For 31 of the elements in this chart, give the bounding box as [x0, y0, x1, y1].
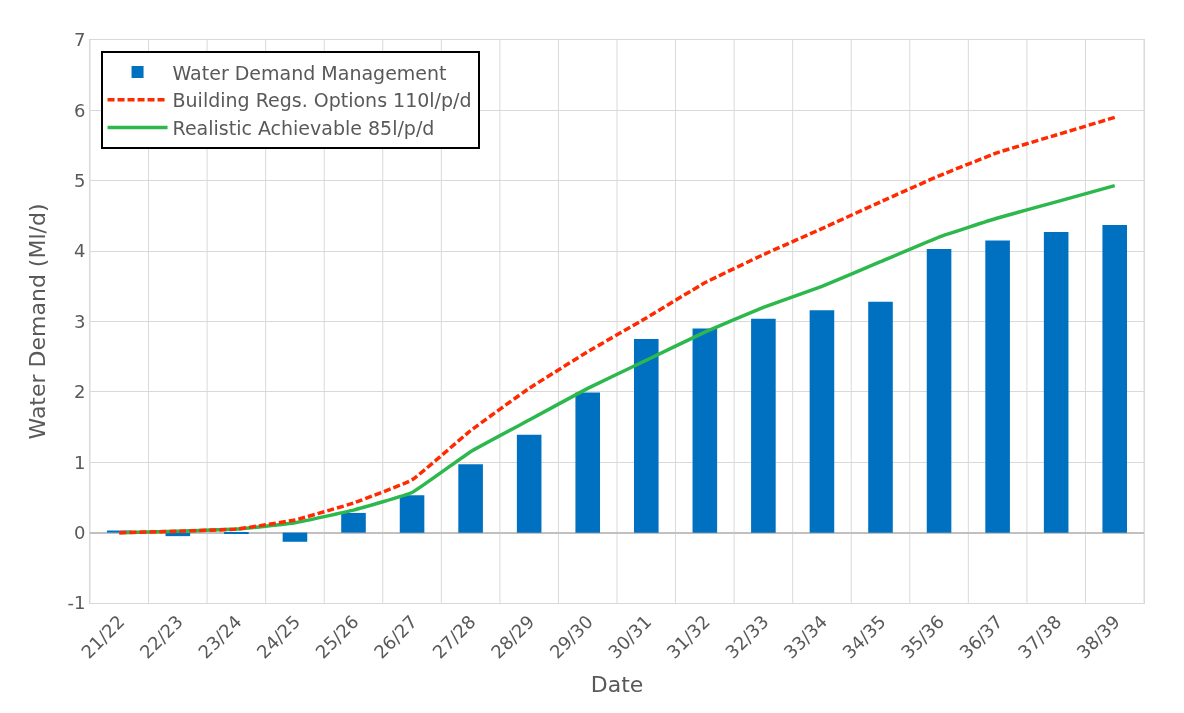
- legend-label: Realistic Achievable 85l/p/d: [172, 116, 435, 139]
- bar: [575, 392, 601, 533]
- bar: [809, 310, 835, 533]
- bar: [1043, 232, 1069, 533]
- y-tick-label: 5: [73, 170, 86, 192]
- y-tick-label: 1: [73, 451, 86, 473]
- bar: [751, 318, 776, 533]
- y-tick-label: 0: [73, 521, 86, 543]
- bar: [282, 532, 308, 542]
- y-tick-label: 3: [73, 310, 86, 332]
- bar: [516, 434, 542, 533]
- y-axis-title: Water Demand (Ml/d): [25, 203, 51, 440]
- bar: [633, 339, 659, 533]
- bar: [458, 464, 483, 533]
- y-tick-label: 4: [73, 240, 86, 262]
- y-tick-label: -1: [67, 592, 86, 614]
- bar: [868, 301, 893, 533]
- y-tick-label: 6: [73, 99, 86, 121]
- bar: [399, 495, 425, 533]
- y-tick-label: 2: [73, 381, 86, 403]
- line-series: [117, 115, 1117, 535]
- bar: [224, 532, 249, 535]
- y-tick-label: 7: [73, 29, 86, 51]
- bar: [985, 240, 1010, 533]
- bar: [926, 249, 952, 533]
- bar: [692, 328, 718, 533]
- bar: [1102, 225, 1128, 533]
- legend-label: Water Demand Management: [172, 61, 447, 84]
- bar: [341, 512, 366, 533]
- x-axis-title: Date: [590, 672, 644, 698]
- legend-label: Building Regs. Options 110l/p/d: [172, 89, 472, 112]
